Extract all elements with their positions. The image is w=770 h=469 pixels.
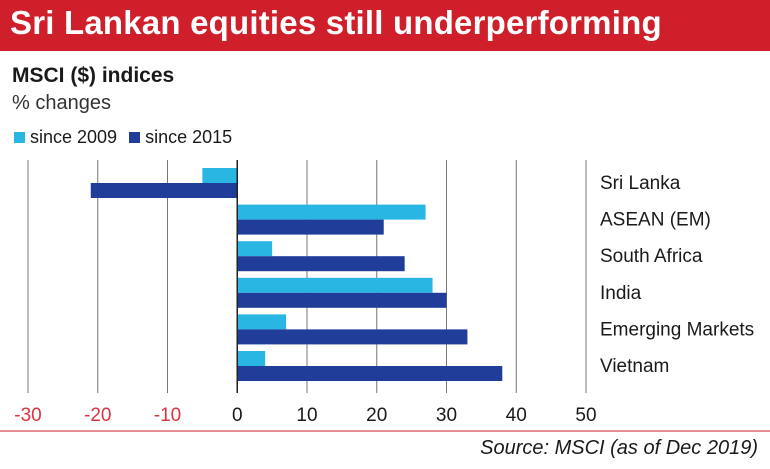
title-banner: Sri Lankan equities still underperformin… bbox=[0, 0, 770, 51]
chart-subtitle: % changes bbox=[12, 92, 111, 114]
bar-since-2009 bbox=[237, 314, 287, 330]
x-tick-label: 10 bbox=[296, 405, 317, 426]
category-label: Emerging Markets bbox=[600, 319, 754, 340]
category-label: India bbox=[600, 283, 642, 304]
x-tick-label: -30 bbox=[14, 405, 41, 426]
legend: since 2009 since 2015 bbox=[14, 125, 244, 149]
bar-since-2009 bbox=[202, 168, 238, 183]
legend-label-since-2009: since 2009 bbox=[30, 126, 118, 147]
legend-item-since-2015: since 2015 bbox=[129, 127, 232, 148]
category-label: ASEAN (EM) bbox=[600, 210, 711, 231]
bar-since-2015 bbox=[237, 366, 503, 381]
x-tick-label: 50 bbox=[575, 405, 596, 426]
bar-since-2015 bbox=[237, 219, 384, 235]
bar-since-2015 bbox=[237, 329, 468, 345]
bar-since-2009 bbox=[237, 351, 266, 366]
x-tick-label: -20 bbox=[84, 405, 111, 426]
chart-title: MSCI ($) indices bbox=[12, 64, 175, 87]
x-tick-label: 0 bbox=[232, 405, 243, 426]
x-tick-label: -10 bbox=[154, 405, 181, 426]
legend-swatch-since-2015 bbox=[129, 131, 141, 143]
bar-since-2015 bbox=[237, 292, 447, 308]
bar-since-2009 bbox=[237, 241, 273, 257]
bar-since-2015 bbox=[237, 256, 405, 272]
legend-label-since-2015: since 2015 bbox=[145, 126, 233, 147]
chart-headline: Sri Lankan equities still underperformin… bbox=[10, 4, 662, 41]
legend-swatch-since-2009 bbox=[14, 131, 25, 143]
bar-since-2015 bbox=[90, 183, 238, 198]
source-note: Source: MSCI (as of Dec 2019) bbox=[480, 437, 758, 459]
x-tick-label: 30 bbox=[436, 405, 457, 426]
legend-item-since-2009: since 2009 bbox=[14, 127, 117, 148]
category-label: South Africa bbox=[600, 246, 703, 267]
bar-since-2009 bbox=[237, 204, 426, 220]
bar-since-2009 bbox=[237, 277, 433, 293]
category-label: Vietnam bbox=[600, 356, 669, 377]
x-tick-label: 40 bbox=[506, 405, 527, 426]
x-tick-label: 20 bbox=[366, 405, 387, 426]
category-label: Sri Lanka bbox=[600, 173, 681, 194]
